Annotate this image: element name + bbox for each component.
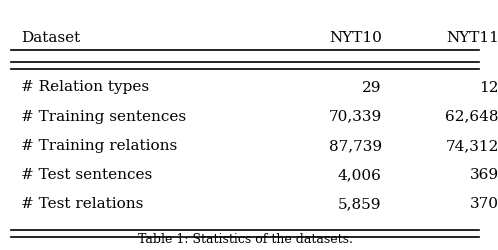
Text: 370: 370	[470, 197, 498, 211]
Text: 70,339: 70,339	[328, 110, 381, 124]
Text: 4,006: 4,006	[338, 168, 381, 182]
Text: 29: 29	[362, 80, 381, 94]
Text: 62,648: 62,648	[445, 110, 498, 124]
Text: 12: 12	[479, 80, 498, 94]
Text: Table 1: Statistics of the datasets.: Table 1: Statistics of the datasets.	[138, 233, 353, 246]
Text: 5,859: 5,859	[338, 197, 381, 211]
Text: # Test relations: # Test relations	[21, 197, 143, 211]
Text: # Training relations: # Training relations	[21, 139, 177, 153]
Text: 74,312: 74,312	[445, 139, 498, 153]
Text: Dataset: Dataset	[21, 31, 80, 45]
Text: # Training sentences: # Training sentences	[21, 110, 186, 124]
Text: 87,739: 87,739	[329, 139, 381, 153]
Text: 369: 369	[470, 168, 498, 182]
Text: # Test sentences: # Test sentences	[21, 168, 152, 182]
Text: NYT10: NYT10	[329, 31, 381, 45]
Text: NYT11: NYT11	[446, 31, 498, 45]
Text: # Relation types: # Relation types	[21, 80, 149, 94]
